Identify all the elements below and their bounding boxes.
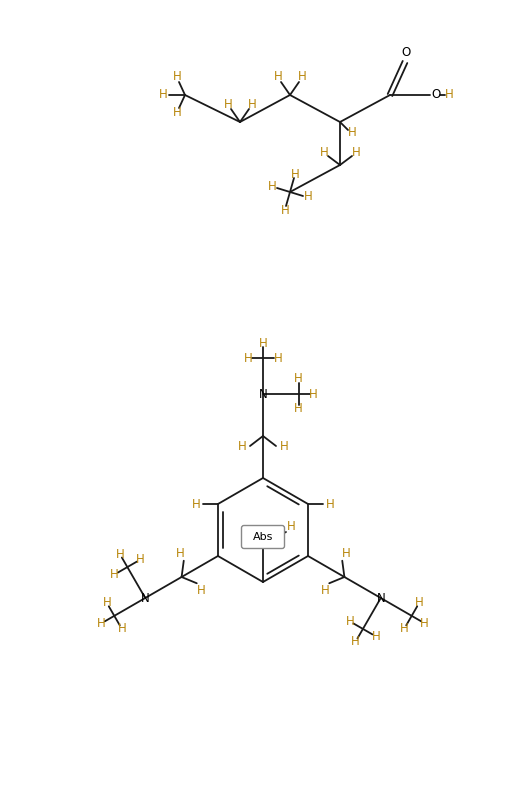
Text: H: H [280,204,289,216]
Text: H: H [117,623,126,635]
Text: H: H [310,387,318,401]
Text: N: N [141,592,150,604]
Text: N: N [259,387,268,401]
FancyBboxPatch shape [242,526,285,549]
Text: H: H [400,623,408,635]
Text: H: H [244,352,252,365]
Text: H: H [346,615,354,628]
Text: H: H [273,352,282,365]
Text: H: H [192,497,200,511]
Text: H: H [287,520,295,534]
Text: H: H [444,87,453,101]
Text: H: H [415,597,424,609]
Text: H: H [342,547,350,560]
Text: H: H [297,71,306,83]
Text: H: H [294,372,303,386]
Text: H: H [421,617,429,630]
Text: H: H [175,547,184,560]
Text: H: H [97,617,106,630]
Text: H: H [290,168,299,180]
Text: H: H [196,584,205,597]
Text: H: H [280,439,288,453]
Text: H: H [372,630,380,643]
Text: Abs: Abs [253,532,273,542]
Text: H: H [304,190,312,204]
Text: H: H [110,568,119,581]
Text: H: H [136,553,145,566]
Text: H: H [159,88,167,102]
Text: N: N [376,592,385,604]
Text: O: O [431,88,441,102]
Text: H: H [173,106,182,120]
Text: H: H [224,98,233,110]
Text: O: O [401,46,410,60]
Text: H: H [238,439,246,453]
Text: H: H [348,125,356,139]
Text: H: H [320,146,328,160]
Text: H: H [173,71,182,83]
Text: H: H [102,597,111,609]
Text: H: H [116,548,124,560]
Text: H: H [352,146,361,160]
Text: H: H [259,337,268,349]
Text: H: H [351,635,360,648]
Text: H: H [294,402,303,416]
Text: H: H [247,98,256,110]
Text: H: H [268,180,276,194]
Text: H: H [326,497,335,511]
Text: H: H [273,71,282,83]
Text: H: H [321,584,330,597]
